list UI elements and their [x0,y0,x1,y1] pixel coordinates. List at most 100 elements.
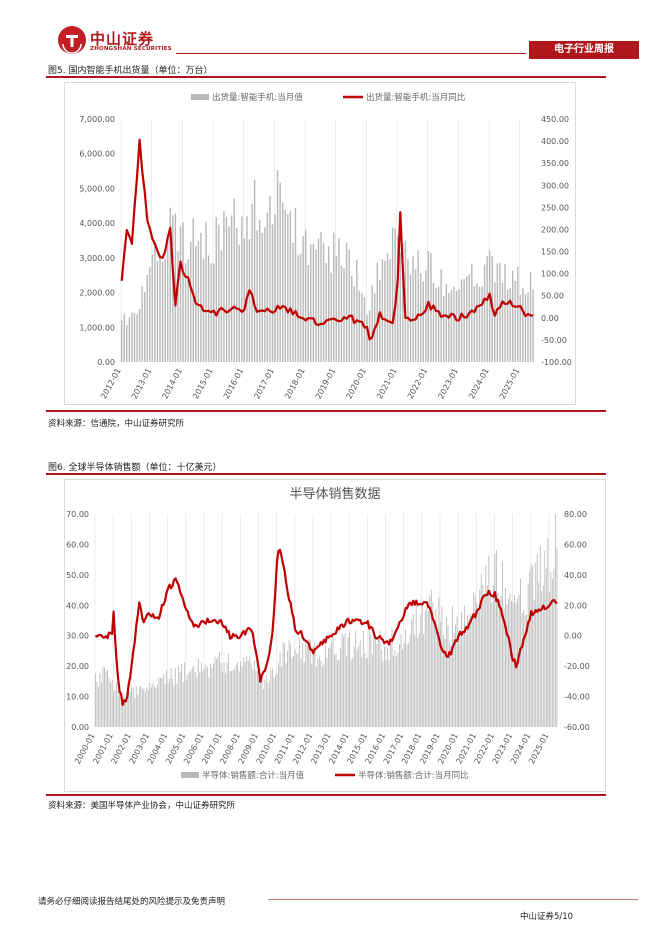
figure6-bar [438,597,440,727]
figure5-bar [167,234,169,362]
figure5-bar [218,224,220,362]
figure5-bar [220,250,223,362]
figure6-bar [178,665,180,727]
figure5-bar [504,264,506,362]
figure6-bar [250,664,252,727]
figure6-bar [480,574,482,727]
figure6-bar [272,668,273,727]
figure5-left-tick-label: 6,000.00 [79,150,115,159]
figure5-bar [463,278,465,362]
figure5-bar [302,236,304,362]
figure5-bar [200,232,202,362]
figure6-bar [334,654,335,727]
figure5-bar [215,217,217,362]
figure5-bar [529,272,532,362]
figure5-bar [151,254,154,362]
figure5-bar [266,212,269,362]
figure6-bar [284,643,285,727]
figure5-bar [287,213,289,362]
figure6-bar [495,550,497,727]
figure6-bar [323,663,325,727]
figure5-right-tick-label: -50.00 [541,336,567,345]
figure5-bar [246,216,248,362]
figure6-bar [134,698,136,727]
figure6-bar [388,660,390,727]
figure5-right-tick-label: 0.00 [541,314,559,323]
figure5-bar [450,289,453,362]
figure5-bar [330,272,332,362]
figure6-bar [497,592,499,727]
figure6-bar [446,617,447,727]
figure6-bar [288,640,290,727]
figure6-bar [530,564,532,727]
figure5-bar [414,269,417,362]
figure5-bar [422,281,424,362]
figure5-bar [315,249,317,362]
figure6-bar [453,632,455,727]
figure6-bar [441,606,443,727]
figure6-bar [399,643,400,727]
figure5-right-tick-label: 250.00 [541,203,569,212]
figure6-caption: 图6. 全球半导体销售额（单位：十亿美元） [48,463,222,473]
figure6-bottom-rule [46,794,606,796]
figure5-bar [146,274,148,362]
figure6-bar [553,568,555,727]
figure6-bar [529,571,531,727]
figure6-bar [303,662,305,727]
figure5-bar [366,314,368,362]
figure6-bar [154,686,155,727]
figure5-bar [179,226,182,362]
figure5-bar [320,231,322,362]
figure5-legend-bar-swatch [191,94,209,100]
figure6-bar [443,635,444,727]
figure6-bar [219,652,220,727]
figure5-bar [443,295,445,362]
figure5-bar [126,325,128,362]
figure6-bar [418,633,420,727]
figure6-bar [240,661,242,727]
figure5-bar [455,290,458,362]
figure5-x-tick-label: 2025-01 [498,367,522,401]
figure5-bar [527,292,529,362]
figure5-bar [325,262,327,362]
figure5-bar [351,276,353,362]
figure6-left-tick-label: 20.00 [66,662,89,671]
figure5-left-tick-label: 2,000.00 [79,289,115,298]
figure6-bar [116,682,118,727]
figure6-bar [394,649,396,727]
figure5-bar [363,297,366,362]
figure6-bar [432,602,434,727]
figure6-bar [308,639,310,727]
figure6-bar [535,562,537,727]
figure6-bar [122,701,124,727]
figure6-bar [99,673,101,727]
figure6-bar [526,614,528,727]
figure6-right-tick-label: 60.00 [564,540,587,549]
figure6-bar [247,661,249,727]
figure5-bar [190,241,192,362]
figure6-bar [492,585,494,727]
figure6-bar [376,643,378,727]
figure6-bar [318,656,320,727]
figure6-bar [169,678,170,727]
figure5-bar [481,286,483,362]
figure6-bar [223,662,225,727]
figure5-bar [121,320,123,362]
figure6-bar [305,641,307,727]
figure5-bar [486,256,488,362]
figure6-bar [129,692,131,727]
figure6-bar [396,656,397,727]
figure6-bar [184,662,186,727]
figure6-bar [275,675,276,727]
figure5-bar [174,213,177,362]
figure5-bar [297,255,299,362]
figure6-bar [160,677,161,727]
figure5-bar [361,293,363,362]
figure6-bar [243,656,245,727]
figure5-bar [282,202,284,362]
figure6-bar [391,628,393,727]
figure5-right-tick-label: 200.00 [541,225,569,234]
figure6-right-tick-label: 80.00 [564,510,587,519]
figure6-bar [379,630,381,727]
figure5-bar [460,279,463,362]
